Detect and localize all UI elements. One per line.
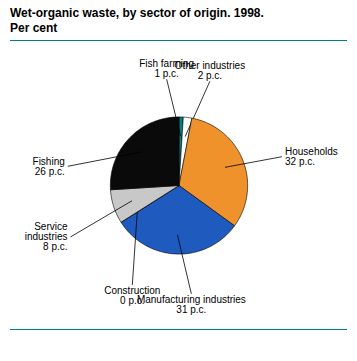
svg-text:Manufacturing industries31 p.c: Manufacturing industries31 p.c. [137, 294, 246, 315]
html-text:Per cent: Per cent [10, 21, 58, 35]
svg-text:Serviceindustries8 p.c.: Serviceindustries8 p.c. [25, 221, 68, 252]
svg-text:Construction0 p.c.: Construction0 p.c. [104, 285, 160, 306]
html-text:1 p.c.: 1 p.c. [154, 68, 179, 80]
svg-text:Fishing26 p.c.: Fishing26 p.c. [33, 156, 65, 177]
html-text:Wet-organic waste, by sector o: Wet-organic waste, by sector of origin. … [10, 6, 264, 20]
html-text:Fish farming: Fish farming [139, 58, 195, 70]
svg-text:Other industries2 p.c.: Other industries2 p.c. [175, 60, 246, 81]
svg-text:Households32 p.c.: Households32 p.c. [285, 146, 338, 167]
